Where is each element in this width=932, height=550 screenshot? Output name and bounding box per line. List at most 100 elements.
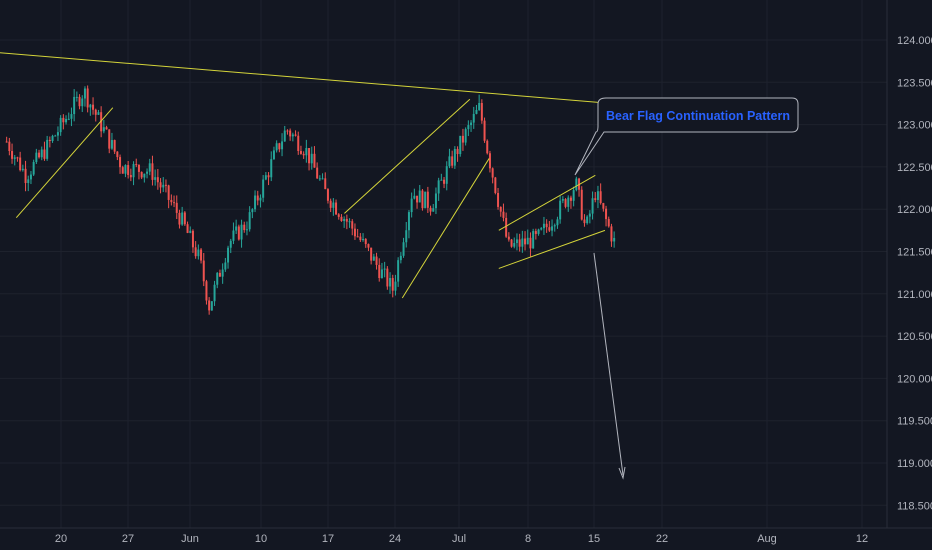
candle-body <box>73 96 76 115</box>
trendline-bear-flag-lower[interactable] <box>498 229 606 269</box>
price-scale[interactable]: 124.000 123.500 123.000 122.500 122.000 121.5… <box>886 0 932 528</box>
callout-annotation[interactable]: Bear Flag Continuation Pattern <box>574 97 799 176</box>
candle-body <box>569 197 572 201</box>
candle-body <box>464 129 467 143</box>
candle-body <box>100 112 103 132</box>
candle-body <box>143 173 146 178</box>
candle-body <box>507 236 510 240</box>
candle-body <box>470 122 473 126</box>
candle-body <box>127 165 130 176</box>
trendline-rising-channel-lower[interactable] <box>401 158 490 299</box>
candle-body <box>537 229 540 234</box>
price-label: 120.500 <box>897 331 932 343</box>
candle-body <box>132 164 135 178</box>
candle-body <box>456 148 459 155</box>
candle-body <box>343 218 346 221</box>
candle-body <box>186 224 189 233</box>
candle-body <box>607 219 610 227</box>
projection-arrow-line <box>593 252 624 476</box>
candle-body <box>16 157 19 159</box>
candle-body <box>407 212 410 231</box>
candle-body <box>113 140 116 152</box>
candle-body <box>564 199 567 207</box>
candle-body <box>43 149 46 159</box>
price-label: 124.000 <box>897 35 932 47</box>
candle-body <box>8 141 11 152</box>
candle-body <box>21 168 24 171</box>
candle-body <box>97 112 100 115</box>
candle-body <box>556 219 559 226</box>
candle-body <box>102 127 105 132</box>
time-label: 24 <box>389 533 401 545</box>
candle-body <box>218 272 221 277</box>
candle-body <box>135 164 138 166</box>
candle-body <box>542 223 545 229</box>
candle-body <box>237 226 240 240</box>
candle-body <box>286 130 289 132</box>
candle-body <box>83 88 86 99</box>
price-label: 120.000 <box>897 373 932 385</box>
candle-body <box>594 198 597 200</box>
candle-body <box>313 153 316 168</box>
candle-body <box>599 191 602 204</box>
candle-body <box>213 284 216 302</box>
candle-body <box>502 211 505 218</box>
candle-body <box>232 230 235 241</box>
candle-body <box>480 102 483 121</box>
candle-body <box>310 153 313 164</box>
trendlines[interactable] <box>0 48 663 299</box>
candle-body <box>335 202 338 215</box>
time-label: Jun <box>181 533 199 545</box>
time-label: 12 <box>856 533 868 545</box>
candle-body <box>262 179 265 198</box>
projection-arrow[interactable] <box>593 252 626 480</box>
price-label: 122.500 <box>897 162 932 174</box>
candle-body <box>267 175 270 178</box>
candle-body <box>197 249 200 257</box>
trendline-rising-channel-upper[interactable] <box>344 98 471 214</box>
candle-body <box>378 264 381 279</box>
candle-body <box>289 130 292 137</box>
candle-body <box>259 197 262 201</box>
candlestick-series <box>5 85 616 315</box>
candle-body <box>229 240 232 248</box>
trendline-bear-flag-upper[interactable] <box>498 174 596 231</box>
candle-body <box>451 156 454 166</box>
candle-body <box>92 104 95 110</box>
candle-body <box>483 120 486 141</box>
candle-body <box>75 96 78 98</box>
candle-body <box>326 189 329 201</box>
candle-body <box>275 143 278 151</box>
price-label: 121.500 <box>897 247 932 259</box>
candle-body <box>453 148 456 166</box>
time-label: 22 <box>656 533 668 545</box>
callout-bubble <box>574 97 799 176</box>
candle-body <box>116 151 119 158</box>
candle-body <box>572 190 575 201</box>
candle-body <box>156 177 159 183</box>
candle-body <box>32 162 35 175</box>
candle-body <box>308 148 311 164</box>
candle-body <box>529 237 532 249</box>
trendline-descending-resistance[interactable] <box>0 48 663 109</box>
candle-body <box>526 237 529 245</box>
candle-body <box>424 191 427 209</box>
candle-body <box>472 113 475 123</box>
candle-body <box>437 180 440 194</box>
time-scale[interactable]: 20 27 Jun 10 17 24 Jul 8 15 22 Aug 12 <box>0 527 932 545</box>
candle-body <box>351 221 354 229</box>
candle-body <box>248 212 251 230</box>
candle-body <box>532 231 535 249</box>
candle-body <box>588 213 591 217</box>
candle-body <box>110 140 113 149</box>
trendline-early-rising-support[interactable] <box>15 107 114 218</box>
candle-body <box>243 224 246 231</box>
candle-body <box>240 224 243 240</box>
grid-lines <box>0 0 887 528</box>
candle-body <box>389 278 392 287</box>
candle-body <box>210 301 213 311</box>
candle-body <box>294 134 297 136</box>
candle-body <box>332 202 335 208</box>
candle-body <box>86 88 89 108</box>
